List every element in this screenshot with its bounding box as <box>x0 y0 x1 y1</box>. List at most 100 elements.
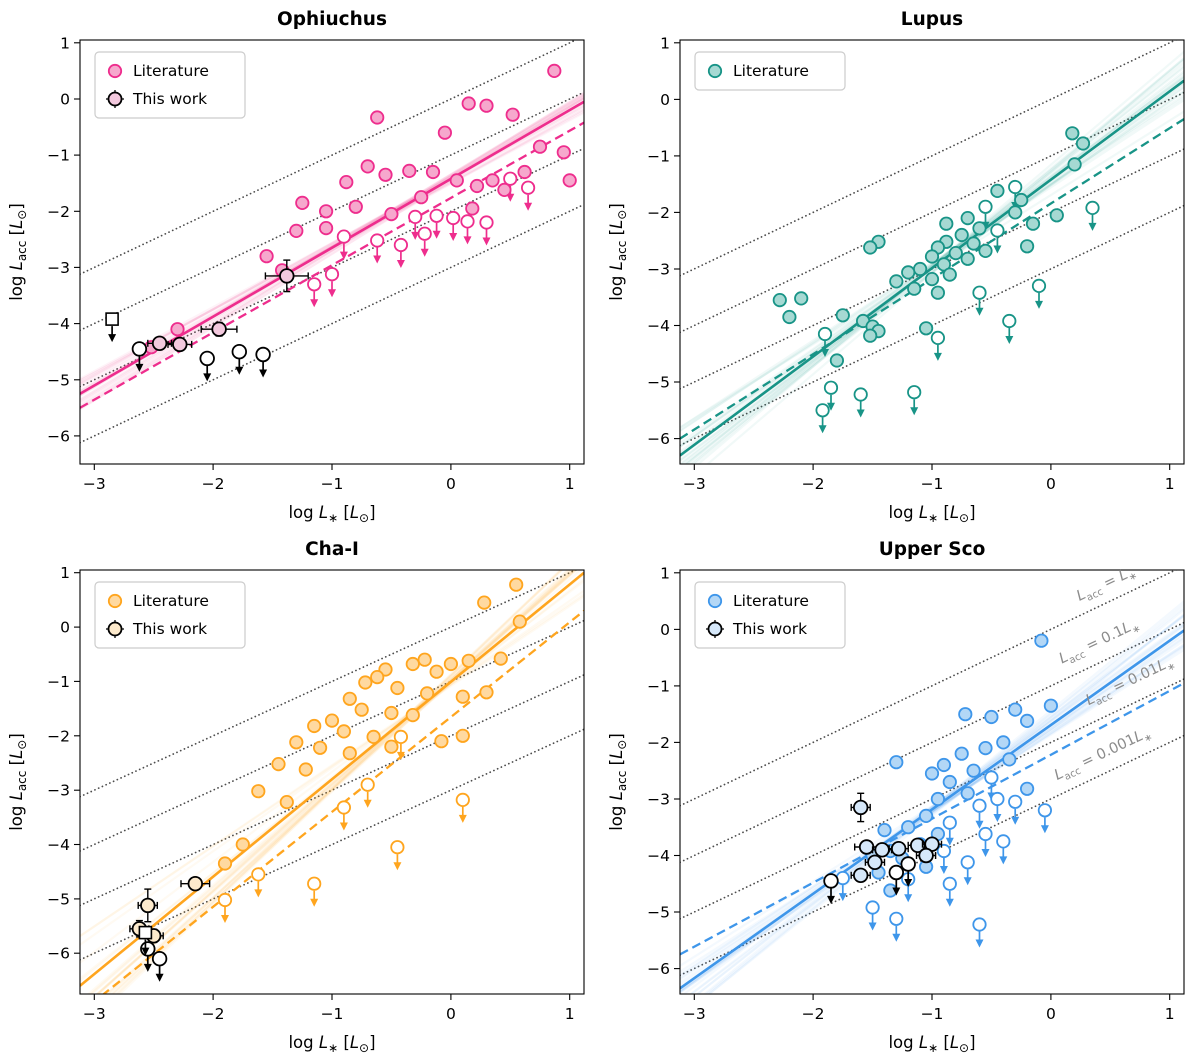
y-axis: 1 0 −1 −2 −3 −4 −5 −6 <box>47 34 80 445</box>
svg-text:0: 0 <box>660 621 670 639</box>
svg-text:−3: −3 <box>647 261 670 279</box>
svg-text:This work: This work <box>132 90 207 108</box>
y-axis-label: log Lacc [L⊙] <box>607 733 629 831</box>
panel-title: Ophiuchus <box>277 9 387 30</box>
chart-svg: −3 −2 −1 0 1 1 0 −1 −2 −3 −4 −5 −6 log L∗ [L⊙] log Lac… <box>607 539 1185 1055</box>
svg-text:0: 0 <box>446 475 456 493</box>
chart-svg: −3 −2 −1 0 1 1 0 −1 −2 −3 −4 −5 −6 log L∗ [L⊙] log Lac… <box>607 9 1185 525</box>
svg-text:−3: −3 <box>83 1005 106 1023</box>
svg-text:−2: −2 <box>202 475 225 493</box>
this-work-points <box>129 876 211 982</box>
svg-text:−3: −3 <box>683 475 706 493</box>
y-axis: 1 0 −1 −2 −3 −4 −5 −6 <box>47 564 80 963</box>
svg-text:−1: −1 <box>47 673 70 691</box>
literature-points <box>144 63 577 355</box>
x-axis-label: log L∗ [L⊙] <box>288 503 375 525</box>
svg-text:−4: −4 <box>647 317 670 335</box>
solid-fit-line <box>680 629 1184 990</box>
svg-text:1: 1 <box>60 564 70 582</box>
dashed-fit-line <box>80 121 584 409</box>
panel-ophiuchus: −3 −2 −1 0 1 1 0 −1 −2 −3 −4 −5 −6 log L∗ [L⊙] log Lac… <box>0 0 600 530</box>
svg-text:−5: −5 <box>47 890 70 908</box>
svg-text:Literature: Literature <box>133 592 209 610</box>
x-axis-label: log L∗ [L⊙] <box>888 1033 975 1055</box>
svg-text:−1: −1 <box>321 1005 344 1023</box>
svg-text:This work: This work <box>132 620 207 638</box>
guide-lines <box>680 40 1184 447</box>
svg-text:0: 0 <box>446 1005 456 1023</box>
panel-title: Upper Sco <box>879 539 986 560</box>
svg-text:0: 0 <box>60 91 70 109</box>
x-axis: −3 −2 −1 0 1 <box>83 464 575 493</box>
x-axis: −3 −2 −1 0 1 <box>83 994 575 1023</box>
svg-text:−6: −6 <box>647 430 670 448</box>
svg-text:1: 1 <box>1165 475 1175 493</box>
svg-text:−4: −4 <box>47 836 70 854</box>
svg-text:−6: −6 <box>47 945 70 963</box>
panel-lupus: −3 −2 −1 0 1 1 0 −1 −2 −3 −4 −5 −6 log L∗ [L⊙] log Lac… <box>600 0 1200 530</box>
x-axis: −3 −2 −1 0 1 <box>683 994 1175 1023</box>
y-axis: 1 0 −1 −2 −3 −4 −5 −6 <box>647 564 680 978</box>
svg-text:−5: −5 <box>647 374 670 392</box>
svg-text:−2: −2 <box>802 475 825 493</box>
svg-text:0: 0 <box>1046 475 1056 493</box>
dashed-fit-line <box>101 609 584 994</box>
svg-text:−3: −3 <box>47 782 70 800</box>
svg-text:−1: −1 <box>647 677 670 695</box>
solid-fit-line <box>680 79 1184 457</box>
svg-text:1: 1 <box>565 475 575 493</box>
svg-text:0: 0 <box>660 91 670 109</box>
literature-upper-limits <box>307 171 536 308</box>
svg-text:This work: This work <box>732 620 807 638</box>
svg-text:−3: −3 <box>647 791 670 809</box>
x-axis: −3 −2 −1 0 1 <box>683 464 1175 493</box>
panel-title: Cha-I <box>305 539 359 560</box>
svg-text:−5: −5 <box>47 371 70 389</box>
svg-text:−1: −1 <box>921 475 944 493</box>
legend: Literature <box>694 51 846 91</box>
svg-text:−5: −5 <box>647 904 670 922</box>
chart-svg: −3 −2 −1 0 1 1 0 −1 −2 −3 −4 −5 −6 log L∗ [L⊙] log Lac… <box>7 539 585 1055</box>
x-axis-label: log L∗ [L⊙] <box>888 503 975 525</box>
svg-text:−4: −4 <box>647 847 670 865</box>
x-axis-label: log L∗ [L⊙] <box>288 1033 375 1055</box>
svg-text:−3: −3 <box>683 1005 706 1023</box>
svg-text:−2: −2 <box>802 1005 825 1023</box>
svg-text:−2: −2 <box>647 204 670 222</box>
guide-line-label: Lacc = 0.001L∗ <box>1052 724 1155 786</box>
panel-title: Lupus <box>901 9 963 30</box>
svg-text:1: 1 <box>1165 1005 1175 1023</box>
fit-samples <box>680 50 1184 464</box>
svg-text:Literature: Literature <box>733 592 809 610</box>
svg-text:0: 0 <box>60 619 70 637</box>
svg-text:−3: −3 <box>47 259 70 277</box>
legend: Literature This work <box>694 581 846 649</box>
panel-cha-i: −3 −2 −1 0 1 1 0 −1 −2 −3 −4 −5 −6 log L∗ [L⊙] log Lac… <box>0 530 600 1060</box>
literature-upper-limits <box>835 770 1052 948</box>
literature-points <box>217 577 527 871</box>
y-axis-label: log Lacc [L⊙] <box>607 203 629 301</box>
legend: Literature This work <box>94 581 246 649</box>
svg-text:1: 1 <box>565 1005 575 1023</box>
svg-text:1: 1 <box>660 34 670 52</box>
svg-text:−2: −2 <box>47 203 70 221</box>
this-work-points <box>823 792 943 904</box>
svg-text:−6: −6 <box>47 427 70 445</box>
svg-text:Literature: Literature <box>733 62 809 80</box>
svg-text:−2: −2 <box>202 1005 225 1023</box>
svg-text:−1: −1 <box>47 147 70 165</box>
y-axis-label: log Lacc [L⊙] <box>7 203 29 301</box>
panel-upper-sco: −3 −2 −1 0 1 1 0 −1 −2 −3 −4 −5 −6 log L∗ [L⊙] log Lac… <box>600 530 1200 1060</box>
svg-text:−6: −6 <box>647 960 670 978</box>
svg-text:Literature: Literature <box>133 62 209 80</box>
svg-text:1: 1 <box>60 34 70 52</box>
svg-text:1: 1 <box>660 564 670 582</box>
this-work-points <box>105 259 309 382</box>
solid-fit-line <box>80 571 584 987</box>
svg-text:−4: −4 <box>47 315 70 333</box>
literature-points <box>772 126 1091 368</box>
y-axis-label: log Lacc [L⊙] <box>7 733 29 831</box>
svg-text:−1: −1 <box>921 1005 944 1023</box>
y-axis: 1 0 −1 −2 −3 −4 −5 −6 <box>647 34 680 448</box>
